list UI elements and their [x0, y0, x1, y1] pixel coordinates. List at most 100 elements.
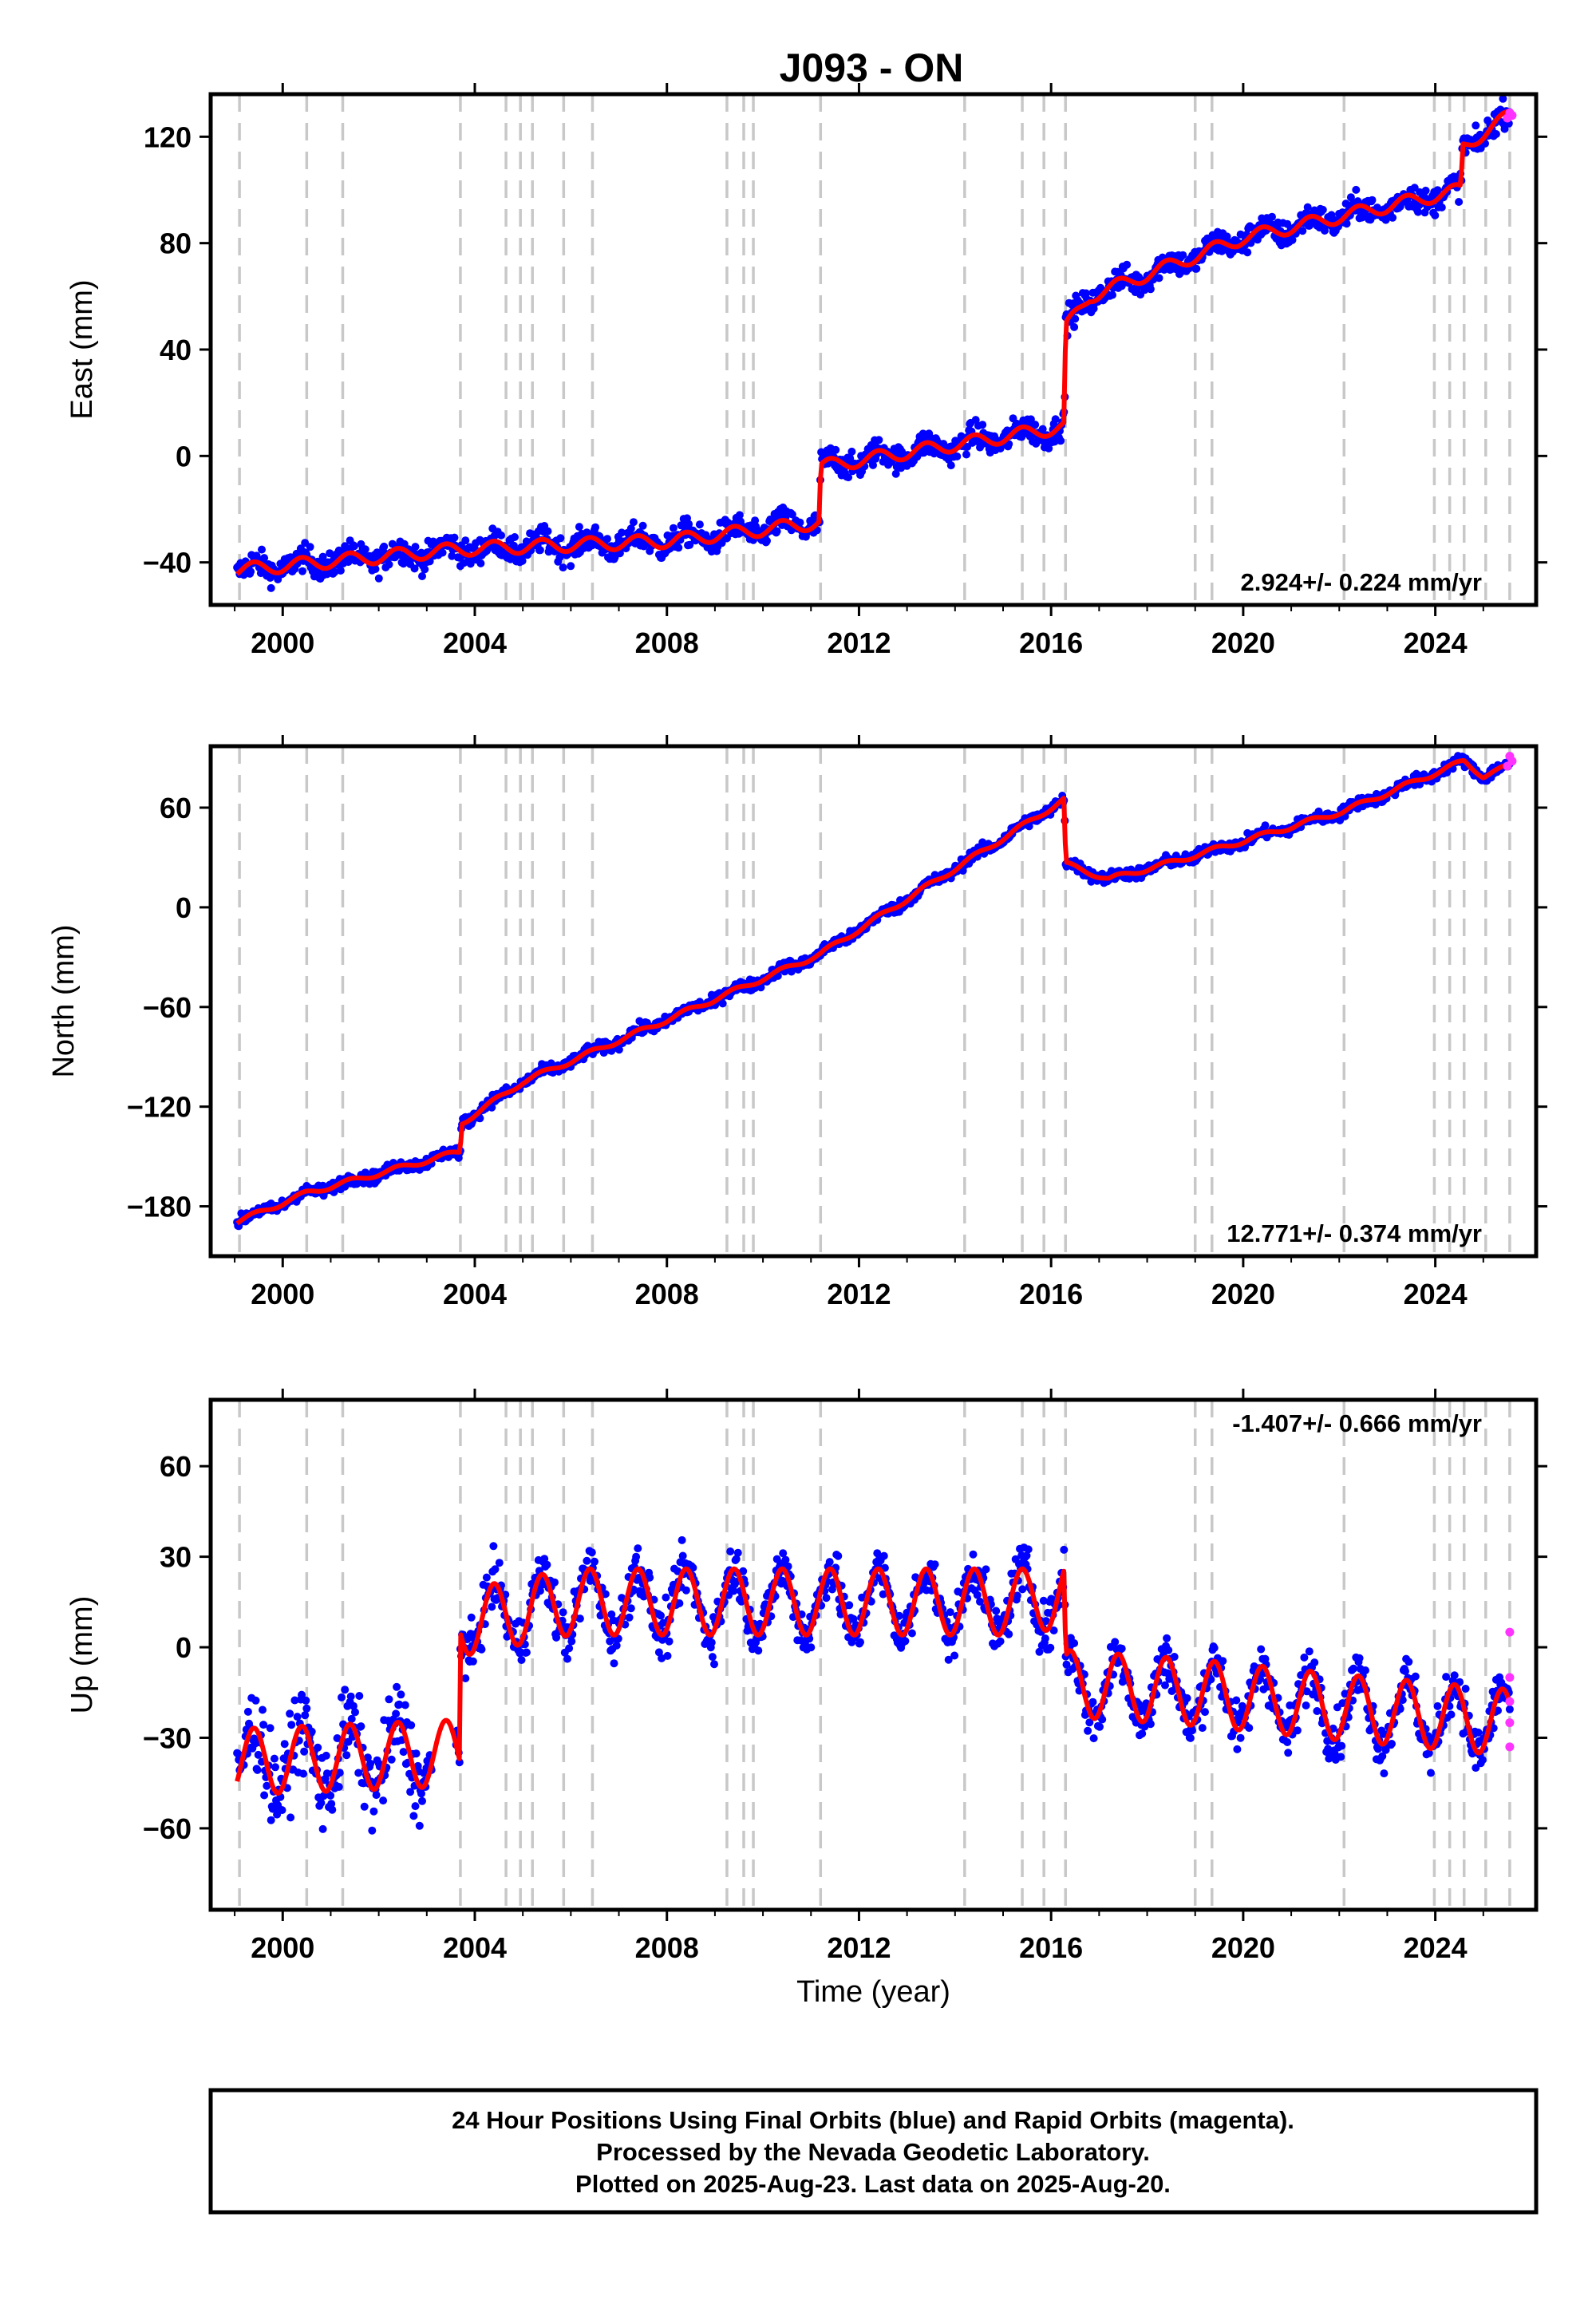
data-point	[374, 574, 383, 583]
data-point	[1236, 1733, 1245, 1742]
plot-area-east	[233, 94, 1517, 605]
data-point	[450, 533, 459, 542]
y-tick-label: 0	[176, 1631, 192, 1664]
data-point	[301, 1711, 310, 1720]
data-point	[535, 546, 544, 555]
data-point	[953, 452, 962, 460]
data-point	[869, 460, 877, 469]
rate-label: 2.924+/- 0.224 mm/yr	[1241, 568, 1482, 596]
panels-layer: 2000 2004 2008 2012 2016 2020 2024−4004080120E…	[47, 83, 1547, 2009]
data-point	[1026, 415, 1035, 424]
data-point	[832, 445, 840, 454]
data-point	[1088, 1697, 1097, 1706]
data-point	[266, 1724, 275, 1733]
y-axis-label: East (mm)	[65, 279, 99, 419]
data-point	[1478, 1756, 1487, 1765]
data-point	[334, 1783, 343, 1791]
data-point	[587, 1548, 596, 1557]
data-point	[1192, 264, 1201, 273]
data-point	[612, 1641, 621, 1650]
data-point	[1111, 1638, 1120, 1646]
data-point	[1437, 203, 1446, 211]
panel-frame	[208, 1397, 1539, 1912]
data-point	[1389, 213, 1397, 222]
data-point	[1236, 230, 1245, 239]
data-point	[634, 1544, 642, 1553]
data-point	[401, 1701, 409, 1709]
y-tick-label: −60	[143, 991, 192, 1024]
figure-title: J093 - ON	[780, 45, 964, 90]
data-point	[379, 1796, 388, 1805]
data-point	[1232, 1696, 1241, 1705]
rapid-orbit-point	[1507, 111, 1517, 121]
data-point	[1303, 203, 1312, 211]
data-point	[341, 1686, 350, 1694]
data-point	[718, 999, 727, 1008]
data-point	[1431, 211, 1440, 219]
y-tick-label: 80	[160, 227, 192, 260]
data-point	[1355, 1654, 1364, 1662]
data-point	[1082, 289, 1090, 298]
data-point	[822, 1594, 831, 1603]
data-point	[1455, 198, 1464, 206]
data-point	[1401, 1667, 1409, 1675]
x-tick-label: 2008	[635, 1278, 699, 1310]
data-point	[1300, 1653, 1309, 1662]
data-point	[1305, 1647, 1314, 1656]
x-axis-label: Time (year)	[796, 1975, 950, 2009]
data-point	[1381, 215, 1390, 224]
data-point	[392, 1709, 401, 1718]
rapid-orbit-point	[1505, 1697, 1515, 1706]
data-point	[901, 1637, 910, 1646]
data-point	[1461, 1685, 1470, 1693]
rapid-orbit-point	[1505, 1673, 1515, 1682]
data-point	[583, 1556, 591, 1565]
data-point	[559, 563, 567, 572]
data-point	[907, 1629, 916, 1638]
data-point	[1031, 421, 1040, 429]
data-point	[293, 1713, 302, 1721]
data-point	[1005, 1630, 1013, 1638]
data-point	[1233, 1745, 1242, 1753]
data-point	[461, 1674, 470, 1682]
x-tick-label: 2024	[1404, 1931, 1468, 1964]
footer-line-3: Plotted on 2025-Aug-23. Last data on 202…	[575, 2170, 1171, 2198]
data-point	[511, 533, 519, 541]
data-point	[1472, 121, 1480, 130]
data-point	[1341, 200, 1350, 208]
data-point	[438, 548, 447, 557]
data-point	[1245, 1724, 1254, 1733]
data-point	[411, 543, 420, 551]
data-point	[482, 1573, 491, 1582]
data-point	[477, 1645, 486, 1654]
data-point	[772, 527, 781, 536]
data-point	[344, 558, 353, 567]
data-point	[290, 1696, 299, 1705]
panel-frame	[208, 744, 1539, 1259]
data-point	[1164, 1646, 1173, 1654]
data-point	[330, 567, 339, 576]
data-point	[735, 511, 744, 520]
data-point	[1288, 235, 1297, 244]
data-point	[328, 1805, 337, 1814]
data-point	[1071, 314, 1080, 323]
data-point	[263, 1781, 271, 1790]
data-point	[1337, 1741, 1346, 1750]
data-point	[299, 1769, 308, 1778]
data-point	[280, 1740, 289, 1749]
data-point	[717, 539, 726, 547]
data-point	[393, 1682, 401, 1691]
data-point	[543, 1560, 551, 1569]
data-point	[338, 1693, 346, 1701]
data-point	[834, 1551, 843, 1560]
data-point	[1442, 1673, 1451, 1682]
data-point	[1450, 1671, 1459, 1680]
data-point	[406, 1788, 415, 1796]
data-point	[565, 1644, 574, 1653]
data-point	[318, 552, 327, 561]
data-point	[271, 1763, 279, 1772]
data-point	[260, 554, 269, 563]
data-point	[1198, 1724, 1207, 1733]
x-tick-label: 2024	[1404, 1278, 1468, 1310]
data-point	[1318, 205, 1327, 214]
